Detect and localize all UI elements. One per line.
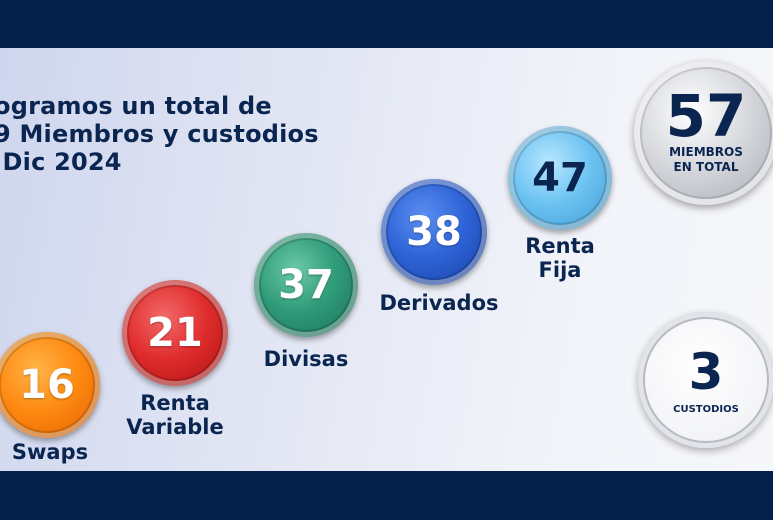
divisas-count: 37 <box>278 262 334 308</box>
swaps-label: Swaps <box>11 440 89 464</box>
infographic-panel: ogramos un total de 9 Miembros y custodi… <box>0 48 773 471</box>
derivados-count: 38 <box>406 209 462 255</box>
swaps-count: 16 <box>19 362 75 408</box>
custodians-caption: CUSTODIOS <box>673 403 739 415</box>
derivados-label: Derivados <box>379 291 499 315</box>
renta-fija-label: Renta Fija <box>525 234 595 282</box>
custodians-circle: 3 CUSTODIOS <box>638 312 773 448</box>
renta-variable-circle: 21 <box>122 280 228 386</box>
total-members-circle: 57 MIEMBROS EN TOTAL <box>634 61 773 205</box>
renta-variable-count: 21 <box>147 310 203 356</box>
top-band <box>0 0 773 48</box>
renta-variable-label: Renta Variable <box>126 391 224 439</box>
renta-fija-count: 47 <box>532 155 588 201</box>
swaps-circle: 16 <box>0 332 100 438</box>
renta-fija-circle: 47 <box>508 126 612 230</box>
derivados-circle: 38 <box>381 179 487 285</box>
divisas-circle: 37 <box>254 233 358 337</box>
headline: ogramos un total de 9 Miembros y custodi… <box>0 92 319 176</box>
total-members-count: 57 <box>665 82 747 150</box>
bottom-band <box>0 471 773 520</box>
divisas-label: Divisas <box>263 347 349 371</box>
total-members-caption: MIEMBROS EN TOTAL <box>669 145 743 174</box>
custodians-count: 3 <box>688 342 724 401</box>
